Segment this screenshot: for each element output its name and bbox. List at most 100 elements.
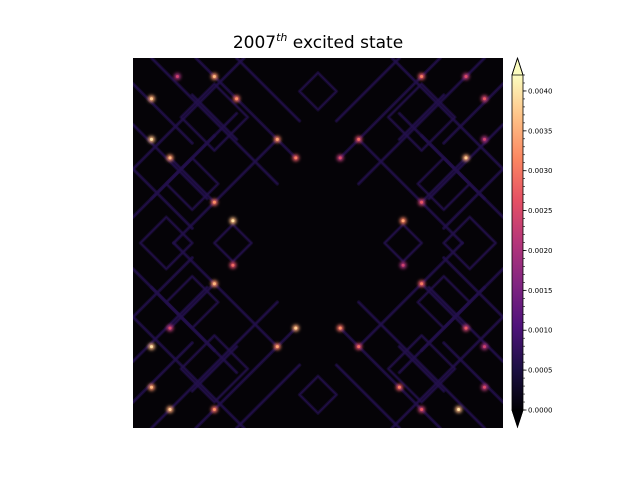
colorbar-tick-label: 0.0005 xyxy=(528,367,553,375)
heatmap-line xyxy=(387,83,456,152)
heatmap-line xyxy=(398,345,445,392)
heatmap-hotspot-core xyxy=(483,385,486,389)
colorbar-ticks: 0.0000 0.0005 0.0010 0.0015 0.0020 0.0025 0.00… xyxy=(523,74,553,415)
heatmap-hotspot-core xyxy=(175,75,179,78)
heatmap-line xyxy=(391,58,503,170)
heatmap-hotspot-core xyxy=(420,200,424,204)
heatmap-hotspot-core xyxy=(168,326,172,330)
heatmap-hotspot-core xyxy=(464,75,468,78)
heatmap-line xyxy=(428,286,503,363)
heatmap xyxy=(133,58,503,428)
heatmap-hotspot-core xyxy=(401,219,405,223)
heatmap-hotspot-core xyxy=(231,263,235,267)
heatmap-hotspot-core xyxy=(397,385,401,389)
heatmap-line xyxy=(335,58,401,122)
colorbar-tick-label: 0.0020 xyxy=(528,247,553,255)
heatmap-hotspot-core xyxy=(150,97,153,101)
heatmap-hotspot-core xyxy=(357,137,361,141)
heatmap-line xyxy=(358,138,463,244)
heatmap-line xyxy=(417,157,471,211)
heatmap-line xyxy=(387,334,456,403)
colorbar-body xyxy=(512,75,523,410)
heatmap-hotspot-core xyxy=(150,345,153,349)
colorbar-tick-label: 0.0030 xyxy=(528,167,553,175)
heatmap-hotspot-core xyxy=(168,156,172,160)
heatmap-line xyxy=(133,342,193,403)
heatmap-line xyxy=(213,223,253,263)
heatmap-line xyxy=(165,157,219,211)
heatmap-line xyxy=(428,123,503,200)
heatmap-hotspot-core xyxy=(212,200,216,204)
heatmap-line xyxy=(180,83,249,152)
heatmap-hotspot-core xyxy=(294,156,298,160)
colorbar-tick-label: 0.0015 xyxy=(528,287,553,295)
heatmap-hotspot-core xyxy=(275,137,279,141)
title-superscript: th xyxy=(276,31,287,44)
heatmap-hotspot-core xyxy=(357,345,361,349)
heatmap-line xyxy=(298,72,338,111)
colorbar-tick-label: 0.0010 xyxy=(528,327,553,335)
colorbar-tick-label: 0.0040 xyxy=(528,87,553,95)
heatmap-hotspot-core xyxy=(464,156,468,160)
heatmap-line xyxy=(443,342,503,403)
colorbar-tick-label: 0.0025 xyxy=(528,207,553,215)
colorbar-tick-label: 0.0000 xyxy=(528,407,553,415)
heatmap-line xyxy=(443,257,503,318)
heatmap-hotspot-core xyxy=(275,345,279,349)
heatmap-hotspot-core xyxy=(338,326,342,330)
heatmap-hotspot-core xyxy=(231,219,235,223)
heatmap-hotspot-core xyxy=(420,75,424,78)
heatmap-line xyxy=(358,242,463,348)
heatmap-hotspot-core xyxy=(338,156,342,160)
title-number: 2007 xyxy=(233,33,276,53)
heatmap-line xyxy=(235,58,301,122)
heatmap-line xyxy=(133,168,193,229)
heatmap-line xyxy=(133,257,193,318)
heatmap-line xyxy=(417,275,471,329)
title-rest: excited state xyxy=(287,33,403,53)
heatmap-hotspot-core xyxy=(150,137,153,141)
heatmap-hotspot-core xyxy=(483,345,486,349)
heatmap-line xyxy=(165,275,219,329)
heatmap-line xyxy=(443,168,503,229)
heatmap-line xyxy=(173,242,278,348)
heatmap-hotspot-core xyxy=(457,408,461,411)
heatmap-line xyxy=(191,345,238,392)
colorbar-extend-top xyxy=(511,56,524,76)
heatmap-line xyxy=(443,83,503,144)
heatmap-line xyxy=(443,216,497,270)
heatmap-hotspot-core xyxy=(483,137,486,141)
heatmap-hotspot-core xyxy=(401,263,405,267)
heatmap-hotspot-core xyxy=(294,326,298,330)
heatmap-line xyxy=(133,123,208,200)
heatmap-line xyxy=(383,223,423,263)
heatmap-hotspot-core xyxy=(212,282,216,286)
heatmap-line xyxy=(133,58,245,170)
colorbar: 0.0000 0.0005 0.0010 0.0015 0.0020 0.0025 0.00… xyxy=(511,56,553,429)
heatmap-hotspot-core xyxy=(168,408,172,411)
heatmap-line xyxy=(398,94,445,141)
heatmap-hotspot-core xyxy=(212,75,216,78)
heatmap-hotspot-core xyxy=(483,97,486,101)
heatmap-hotspot-core xyxy=(235,97,239,101)
heatmap-line xyxy=(133,286,208,363)
chart-title: 2007th excited state xyxy=(233,31,403,53)
heatmap-line xyxy=(335,364,401,428)
heatmap-hotspot-core xyxy=(464,326,468,330)
heatmap-lines xyxy=(133,58,503,428)
heatmap-line xyxy=(235,364,301,428)
heatmap-hotspot-core xyxy=(212,408,216,411)
heatmap-hotspot-core xyxy=(420,408,424,411)
heatmap-line xyxy=(133,83,193,144)
heatmap-hotspots xyxy=(148,73,488,413)
heatmap-hotspot-core xyxy=(150,385,153,389)
heatmap-hotspot-core xyxy=(420,282,424,286)
heatmap-line xyxy=(139,216,193,270)
heatmap-line xyxy=(191,94,238,141)
heatmap-line xyxy=(173,138,278,244)
colorbar-extend-bottom xyxy=(511,409,524,429)
heatmap-line xyxy=(133,316,245,428)
heatmap-line xyxy=(180,334,249,403)
heatmap-background xyxy=(133,58,503,428)
